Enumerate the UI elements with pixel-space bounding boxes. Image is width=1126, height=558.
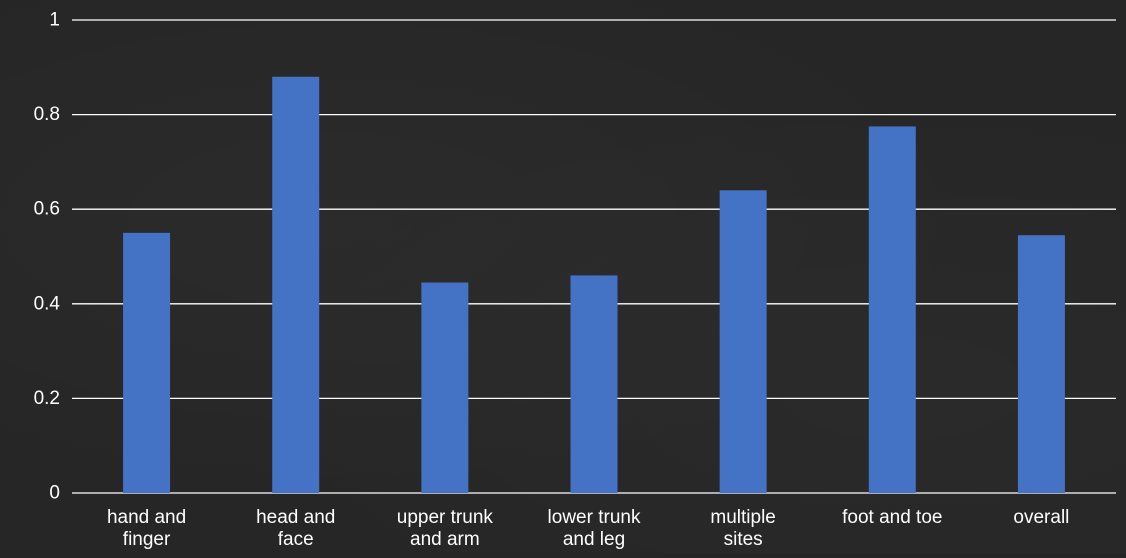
x-tick-label: hand and finger <box>107 507 186 550</box>
x-tick-label: upper trunk and arm <box>397 507 494 550</box>
bar <box>123 232 171 493</box>
y-tick-label: 0 <box>49 483 60 504</box>
bar <box>272 76 320 493</box>
y-tick-label: 0.8 <box>34 104 60 125</box>
y-tick-label: 0.4 <box>34 293 61 314</box>
y-axis-ticks: 0 0.2 0.4 0.6 0.8 1 <box>34 10 61 504</box>
bar <box>421 282 469 493</box>
x-tick-label: overall <box>1013 507 1069 528</box>
x-tick-label: multiple sites <box>710 507 775 550</box>
bar <box>719 190 767 493</box>
y-tick-label: 0.2 <box>34 388 60 409</box>
y-tick-label: 0.6 <box>34 199 60 220</box>
bar <box>570 275 618 493</box>
bar <box>868 126 916 494</box>
x-tick-label: foot and toe <box>842 507 942 528</box>
x-tick-label: lower trunk and leg <box>548 507 641 550</box>
bars <box>123 76 1065 494</box>
x-axis-ticks: hand and finger head and face upper trunk and… <box>107 507 1069 550</box>
y-tick-label: 1 <box>49 10 60 31</box>
x-tick-label: head and face <box>256 507 335 550</box>
bar <box>1017 235 1065 493</box>
